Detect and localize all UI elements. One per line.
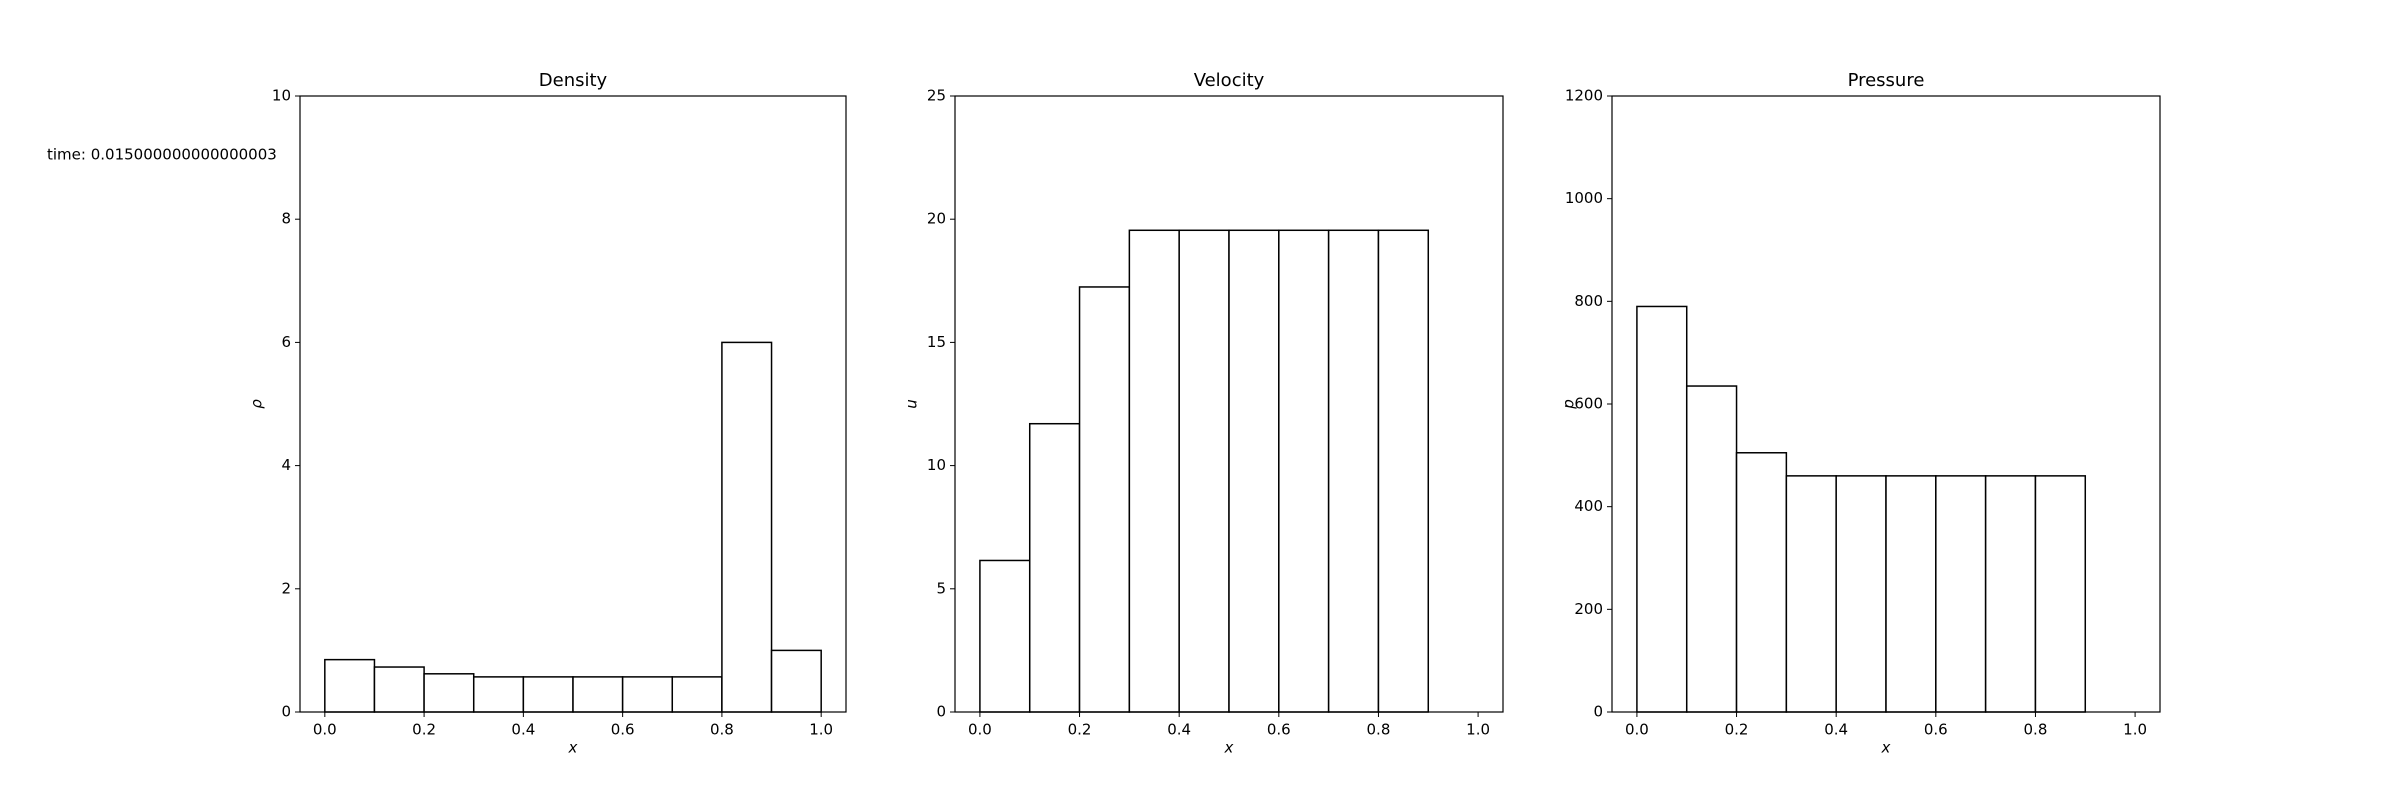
axes-frame bbox=[954, 95, 1504, 713]
bar bbox=[1735, 452, 1788, 713]
x-axis-label: x bbox=[1881, 739, 1891, 757]
x-tick-label: 0.6 bbox=[1924, 721, 1948, 739]
bar bbox=[1984, 475, 2037, 713]
y-tick-label: 4 bbox=[281, 456, 291, 474]
x-tick-label: 0.6 bbox=[1267, 721, 1291, 739]
bar bbox=[2034, 475, 2087, 713]
bar bbox=[1685, 385, 1738, 713]
bar bbox=[1278, 229, 1330, 713]
bar bbox=[721, 341, 773, 713]
bar bbox=[1377, 229, 1430, 713]
y-axis-label: ρ bbox=[248, 399, 266, 409]
y-tick-label: 1200 bbox=[1565, 87, 1603, 105]
y-tick-label: 2 bbox=[281, 579, 291, 597]
bar bbox=[1028, 422, 1081, 713]
bar bbox=[1636, 305, 1688, 713]
bar bbox=[324, 658, 376, 713]
x-tick-label: 0.2 bbox=[1725, 721, 1749, 739]
chart-title: Pressure bbox=[1848, 70, 1925, 91]
x-tick-label: 0.0 bbox=[313, 721, 337, 739]
chart-title: Density bbox=[539, 70, 608, 91]
y-tick-label: 0 bbox=[281, 703, 291, 721]
bar bbox=[423, 673, 475, 713]
y-tick-label: 400 bbox=[1574, 497, 1603, 515]
bar bbox=[572, 676, 624, 713]
x-tick-label: 0.0 bbox=[968, 721, 992, 739]
y-tick-label: 25 bbox=[927, 87, 946, 105]
bar bbox=[522, 676, 574, 713]
x-axis-label: x bbox=[1224, 739, 1234, 757]
axes-frame bbox=[299, 95, 847, 713]
x-tick-label: 0.0 bbox=[1625, 721, 1649, 739]
bar bbox=[671, 676, 723, 713]
y-tick-label: 20 bbox=[927, 210, 946, 228]
x-axis-label: x bbox=[568, 739, 578, 757]
y-tick-label: 6 bbox=[281, 333, 291, 351]
bar bbox=[1228, 229, 1280, 713]
bar bbox=[1835, 475, 1887, 713]
bar bbox=[1935, 475, 1987, 713]
x-tick-label: 0.2 bbox=[1068, 721, 1092, 739]
bar bbox=[472, 676, 525, 713]
x-tick-label: 0.4 bbox=[511, 721, 535, 739]
bar bbox=[1078, 286, 1131, 713]
y-tick-label: 0 bbox=[1593, 703, 1603, 721]
x-tick-label: 0.8 bbox=[2024, 721, 2048, 739]
bar bbox=[1128, 229, 1180, 713]
bar bbox=[770, 649, 822, 713]
y-tick-label: 10 bbox=[927, 456, 946, 474]
x-tick-label: 0.6 bbox=[611, 721, 635, 739]
bar bbox=[1178, 229, 1230, 713]
bar bbox=[621, 676, 674, 713]
annotation: time: 0.015000000000000003 bbox=[47, 146, 277, 164]
x-tick-label: 1.0 bbox=[1466, 721, 1490, 739]
y-tick-label: 600 bbox=[1574, 395, 1603, 413]
x-tick-label: 0.8 bbox=[1367, 721, 1391, 739]
y-axis-label: p bbox=[1560, 399, 1578, 410]
y-axis-label: u bbox=[903, 399, 921, 409]
y-tick-label: 200 bbox=[1574, 600, 1603, 618]
x-tick-label: 0.4 bbox=[1824, 721, 1848, 739]
x-tick-label: 0.2 bbox=[412, 721, 436, 739]
x-tick-label: 1.0 bbox=[809, 721, 833, 739]
y-tick-label: 15 bbox=[927, 333, 946, 351]
y-tick-label: 8 bbox=[281, 210, 291, 228]
chart-title: Velocity bbox=[1194, 70, 1265, 91]
y-tick-label: 5 bbox=[936, 579, 946, 597]
y-tick-label: 800 bbox=[1574, 292, 1603, 310]
bar bbox=[1785, 475, 1837, 713]
x-tick-label: 0.8 bbox=[710, 721, 734, 739]
x-tick-label: 1.0 bbox=[2123, 721, 2147, 739]
bar bbox=[373, 666, 425, 713]
x-tick-label: 0.4 bbox=[1167, 721, 1191, 739]
y-tick-label: 0 bbox=[936, 703, 946, 721]
bar bbox=[1885, 475, 1937, 713]
y-tick-label: 1000 bbox=[1565, 189, 1603, 207]
y-tick-label: 10 bbox=[272, 87, 291, 105]
bar bbox=[979, 559, 1031, 713]
bar bbox=[1327, 229, 1380, 713]
